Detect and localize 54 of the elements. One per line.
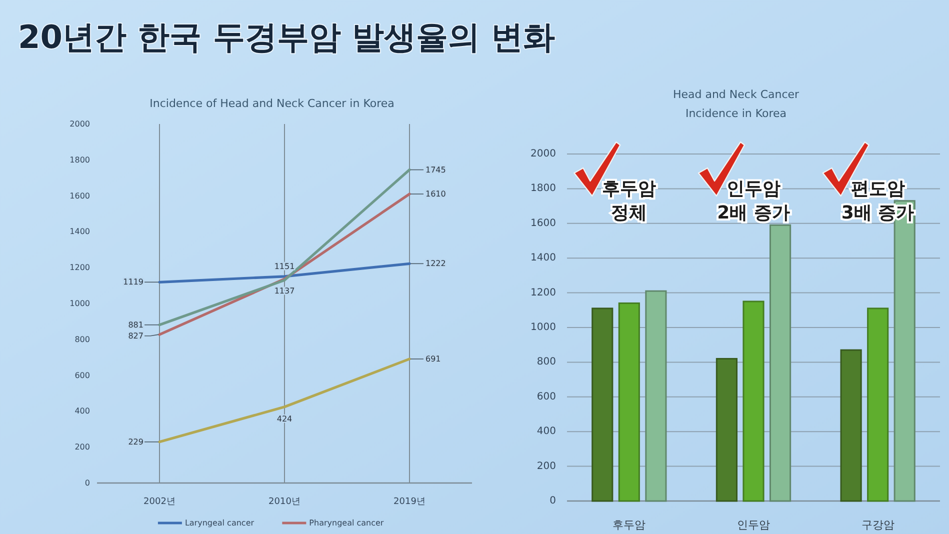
y-tick-label: 0 <box>550 496 556 506</box>
annotation: 인두암 2배 증가 <box>717 178 790 224</box>
chart-subtitle: Incidence of Head and Neck Cancer in Korea <box>150 97 394 110</box>
y-tick-label: 1800 <box>530 183 556 194</box>
y-tick-label: 2000 <box>530 148 556 160</box>
y-tick-label: 800 <box>74 334 90 344</box>
data-label: 1745 <box>426 165 446 174</box>
data-label: 1222 <box>426 259 446 268</box>
y-tick-label: 1800 <box>70 155 90 164</box>
data-label: 1151 <box>274 262 295 271</box>
y-tick-label: 1600 <box>70 191 90 200</box>
y-tick-label: 200 <box>536 460 556 472</box>
y-tick-label: 1400 <box>530 252 556 264</box>
y-tick-label: 200 <box>74 442 90 452</box>
annotation: 후두암 정체 <box>602 178 656 224</box>
legend-label: Laryngeal cancer <box>184 518 255 528</box>
y-tick-label: 600 <box>74 370 90 380</box>
bar <box>769 224 792 502</box>
x-tick-label: 구강암 <box>861 518 894 532</box>
y-tick-label: 1600 <box>530 218 556 229</box>
bar <box>618 302 640 502</box>
bar <box>867 308 889 502</box>
data-label: 691 <box>426 354 441 364</box>
x-tick-label: 2019년 <box>394 497 426 507</box>
x-tick-label: 2010년 <box>268 497 300 507</box>
chart-title: Head and Neck Cancer Incidence in Korea <box>672 88 800 120</box>
y-tick-label: 400 <box>536 426 556 438</box>
data-label: 1137 <box>274 286 295 296</box>
x-tick-label: 2002년 <box>144 497 176 507</box>
y-tick-label: 0 <box>84 478 90 488</box>
y-tick-label: 1200 <box>530 287 556 298</box>
y-tick-label: 600 <box>536 391 556 402</box>
data-label: 1119 <box>123 278 144 287</box>
data-label: 881 <box>128 320 144 330</box>
y-tick-label: 1200 <box>70 263 90 272</box>
y-tick-label: 1000 <box>530 322 556 333</box>
y-tick-label: 1000 <box>70 299 90 308</box>
data-label: 1610 <box>426 190 446 199</box>
x-tick-label: 인두암 <box>737 518 770 532</box>
x-tick-label: 후두암 <box>612 518 646 532</box>
legend-label: Pharyngeal cancer <box>309 518 384 528</box>
bar <box>592 308 614 502</box>
y-tick-label: 400 <box>74 406 90 416</box>
bar <box>840 349 862 502</box>
y-tick-label: 800 <box>536 356 556 368</box>
data-label: 827 <box>128 331 144 340</box>
bar <box>742 300 764 502</box>
bar <box>716 358 738 502</box>
bar <box>645 290 667 502</box>
data-label: 229 <box>128 437 144 446</box>
chart-title: 20년간 한국 두경부암 발생율의 변화 <box>18 18 556 56</box>
y-tick-label: 1400 <box>70 227 90 236</box>
y-tick-label: 2000 <box>70 120 90 128</box>
data-label: 424 <box>276 414 292 424</box>
